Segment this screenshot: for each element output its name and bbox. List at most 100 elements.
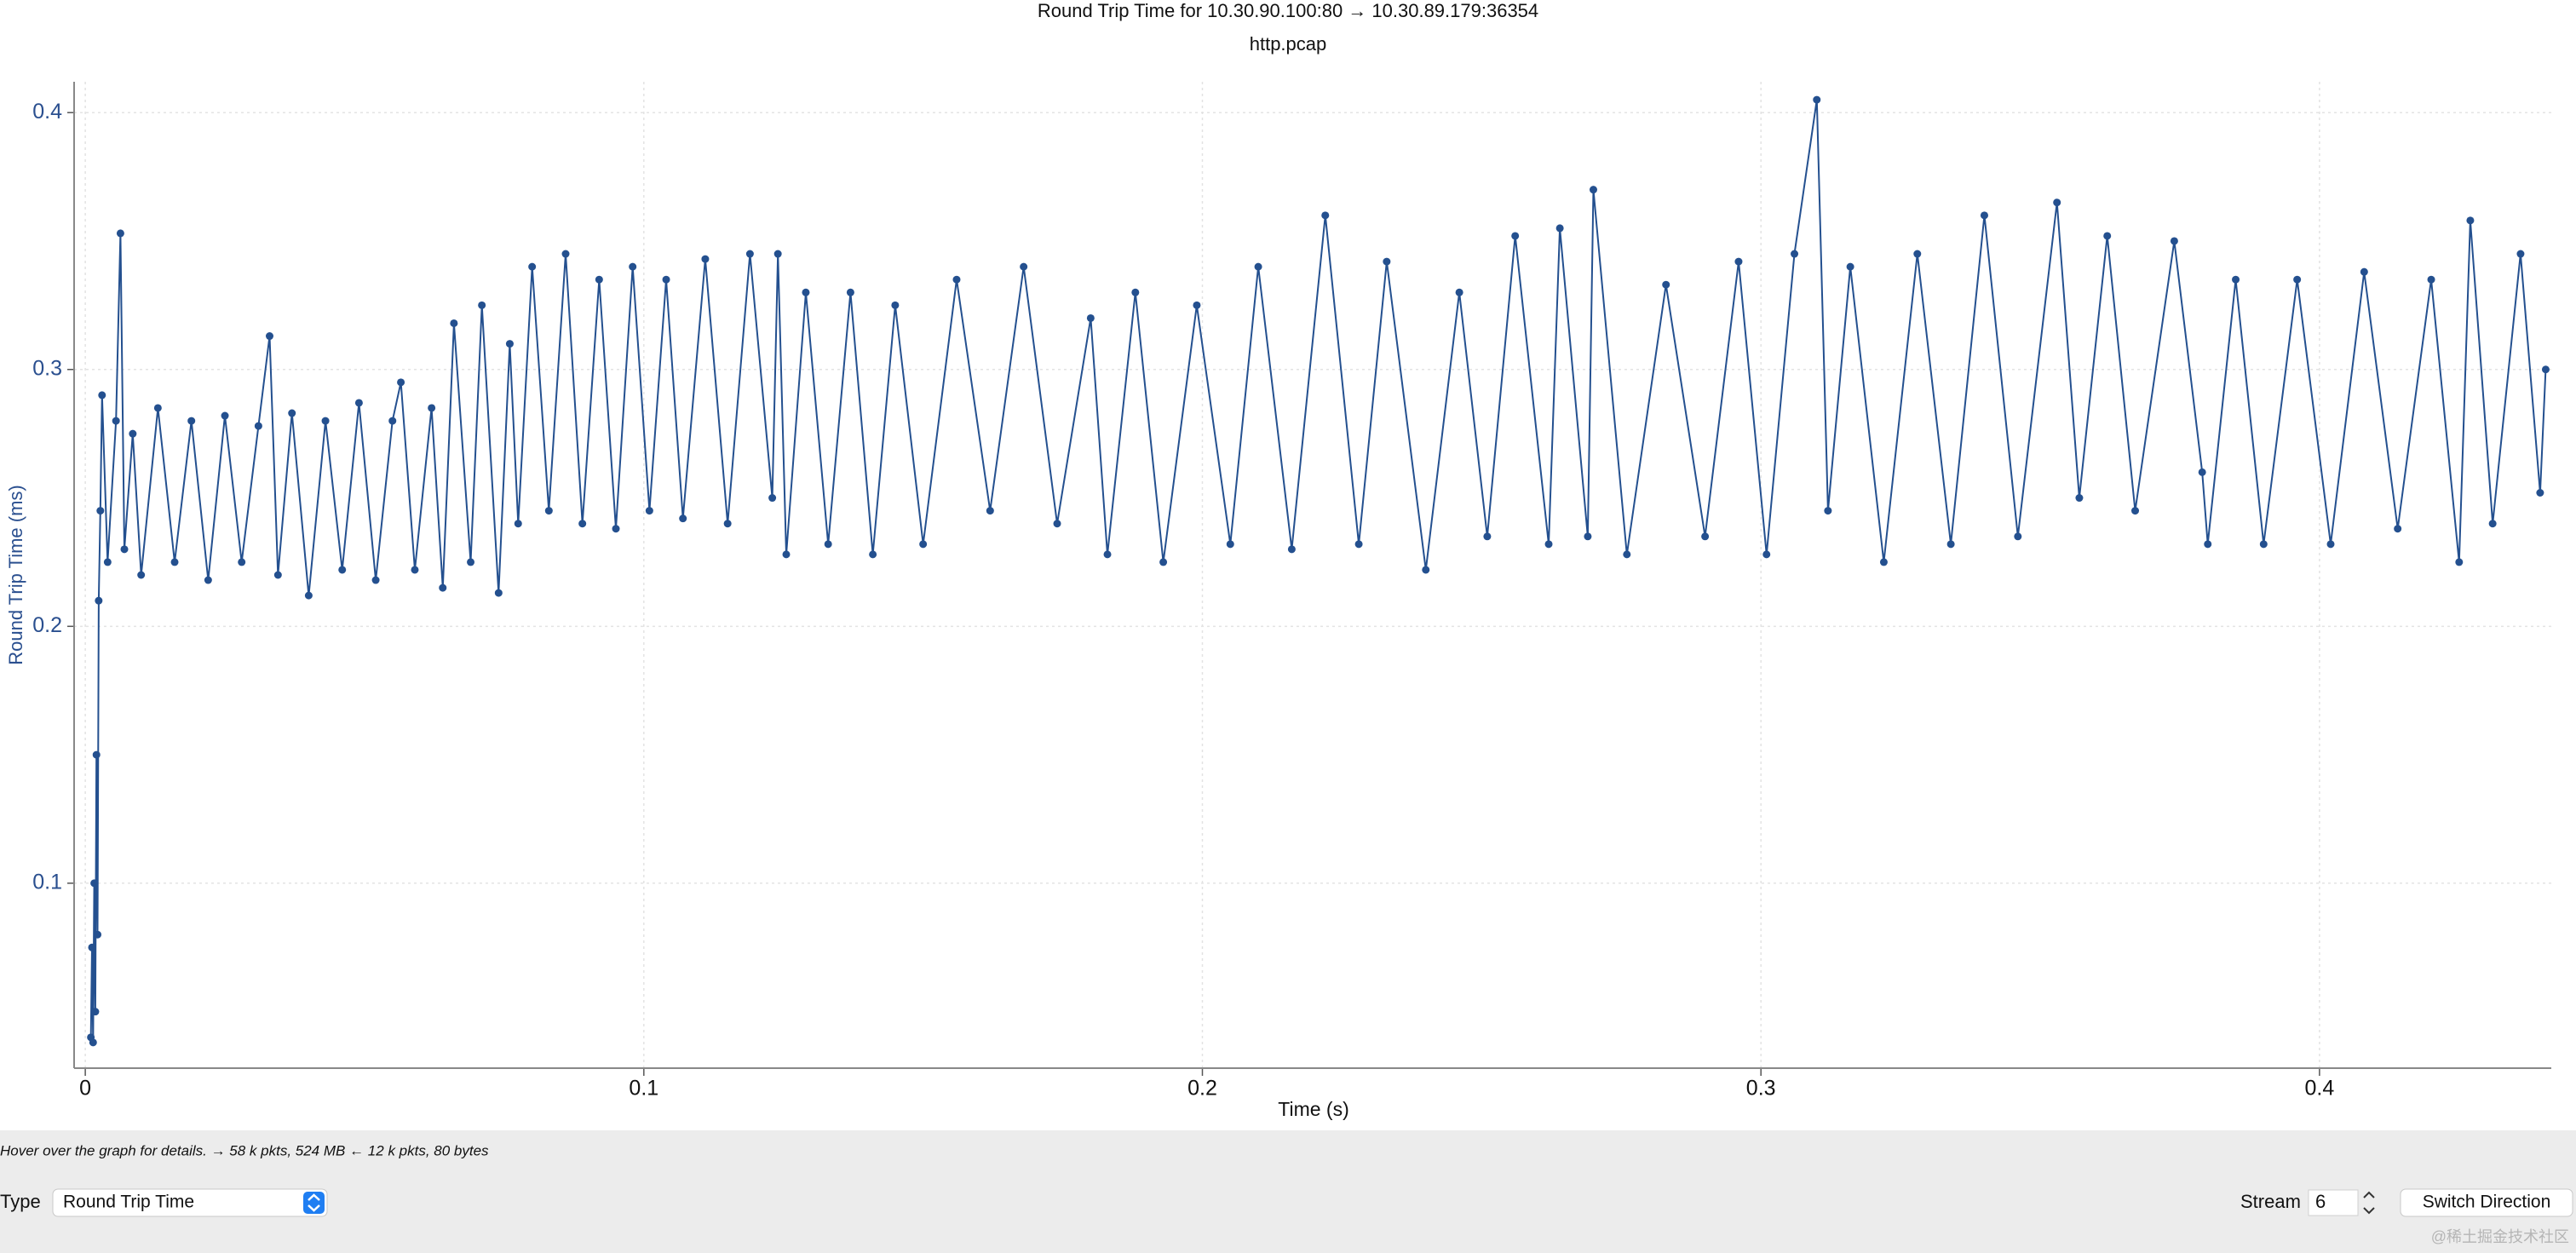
rtt-point <box>578 520 587 528</box>
rtt-point <box>2541 365 2550 374</box>
y-axis-label: Round Trip Time (ms) <box>5 485 26 665</box>
rtt-point <box>478 301 486 309</box>
select-arrow-icon <box>308 1193 320 1212</box>
rtt-point <box>824 540 832 549</box>
rtt-point <box>2075 494 2084 503</box>
stream-input[interactable] <box>2308 1189 2359 1216</box>
rtt-point <box>116 229 124 238</box>
rtt-point <box>204 576 212 584</box>
select-box[interactable] <box>52 1188 328 1217</box>
rtt-point <box>662 275 670 284</box>
rtt-point <box>304 591 313 600</box>
rtt-point <box>1422 566 1430 574</box>
x-axis-label: Time (s) <box>1278 1098 1348 1120</box>
rtt-point <box>2232 275 2240 284</box>
switch-direction-button[interactable] <box>2400 1188 2573 1217</box>
status-text: Hover over the graph for details. → 58 k… <box>0 1142 489 1158</box>
rtt-point <box>2394 525 2402 533</box>
rtt-point <box>701 255 710 263</box>
rtt-point <box>1980 211 1988 220</box>
rtt-point <box>2536 489 2544 497</box>
y-tick-label: 0.1 <box>32 870 62 894</box>
rtt-point <box>1287 545 1296 554</box>
rtt-point <box>2488 520 2497 528</box>
rtt-point <box>1946 540 1955 549</box>
rtt-point <box>595 275 603 284</box>
rtt-point <box>1734 257 1743 266</box>
rtt-point <box>1383 257 1391 266</box>
rtt-point <box>439 583 447 592</box>
stream-value[interactable]: 6 <box>2315 1191 2326 1212</box>
watermark: @稀土掘金技术社区 <box>2431 1228 2569 1245</box>
rtt-point <box>1159 558 1168 566</box>
rtt-point <box>450 319 458 327</box>
rtt-point <box>1131 288 1140 296</box>
rtt-point <box>1354 540 1363 549</box>
rtt-point <box>846 288 854 296</box>
rtt-point <box>986 507 994 515</box>
rtt-point <box>103 558 112 566</box>
rtt-point <box>221 411 229 420</box>
rtt-point <box>187 417 196 425</box>
rtt-point <box>254 422 262 430</box>
rtt-point <box>129 429 137 438</box>
rtt-point <box>388 417 397 425</box>
plot-background <box>0 0 2576 1130</box>
x-tick-label: 0.1 <box>629 1077 658 1101</box>
y-tick-label: 0.2 <box>32 613 62 637</box>
rtt-point <box>92 750 101 759</box>
rtt-point <box>1455 288 1463 296</box>
rtt-point <box>1791 250 1799 258</box>
rtt-point <box>1824 507 1832 515</box>
rtt-point <box>137 571 146 579</box>
rtt-point <box>1103 550 1112 559</box>
rtt-point <box>1483 532 1492 541</box>
rtt-point <box>723 520 732 528</box>
rtt-point <box>2427 275 2435 284</box>
select-value[interactable]: Round Trip Time <box>63 1193 194 1212</box>
rtt-point <box>802 288 810 296</box>
rtt-point <box>2198 468 2206 476</box>
rtt-point <box>773 250 782 258</box>
rtt-point <box>1020 262 1028 271</box>
stream-stepper[interactable] <box>2363 1191 2375 1215</box>
y-tick-label: 0.4 <box>32 100 62 124</box>
rtt-point <box>112 417 120 425</box>
rtt-point <box>1701 532 1710 541</box>
rtt-point <box>397 378 405 387</box>
rtt-point <box>952 275 961 284</box>
switch-direction-text[interactable]: Switch Direction <box>2423 1193 2551 1212</box>
rtt-point <box>1321 211 1330 220</box>
rtt-point <box>869 550 877 559</box>
rtt-point <box>411 566 419 574</box>
rtt-point <box>2103 232 2112 240</box>
bottom-panel <box>0 1130 2576 1253</box>
stream-label: Stream <box>2240 1191 2301 1212</box>
y-tick-label: 0.3 <box>32 356 62 380</box>
rtt-point <box>1813 95 1821 104</box>
rtt-point <box>679 514 687 523</box>
x-tick-label: 0.3 <box>1746 1077 1776 1101</box>
rtt-point <box>612 525 620 533</box>
rtt-point <box>2326 540 2335 549</box>
type-select[interactable]: Round Trip Time <box>52 1188 328 1217</box>
rtt-point <box>288 409 296 417</box>
rtt-point <box>1053 520 1061 528</box>
rtt-point <box>170 558 179 566</box>
rtt-point <box>505 340 514 348</box>
rtt-point <box>467 558 475 566</box>
rtt-point <box>2516 250 2525 258</box>
rtt-point <box>273 571 282 579</box>
rtt-point <box>96 507 105 515</box>
rtt-point <box>768 494 777 503</box>
rtt-point <box>494 589 503 597</box>
plot-area: 0.1 0.2 0.3 0.4 0 0.1 0.2 0.3 0.4 <box>32 82 2551 1101</box>
rtt-point <box>1511 232 1520 240</box>
rtt-point <box>2170 237 2178 245</box>
select-arrows[interactable] <box>303 1192 325 1214</box>
type-label: Type <box>0 1191 41 1212</box>
rtt-point <box>120 545 129 554</box>
rtt-point <box>561 250 570 258</box>
